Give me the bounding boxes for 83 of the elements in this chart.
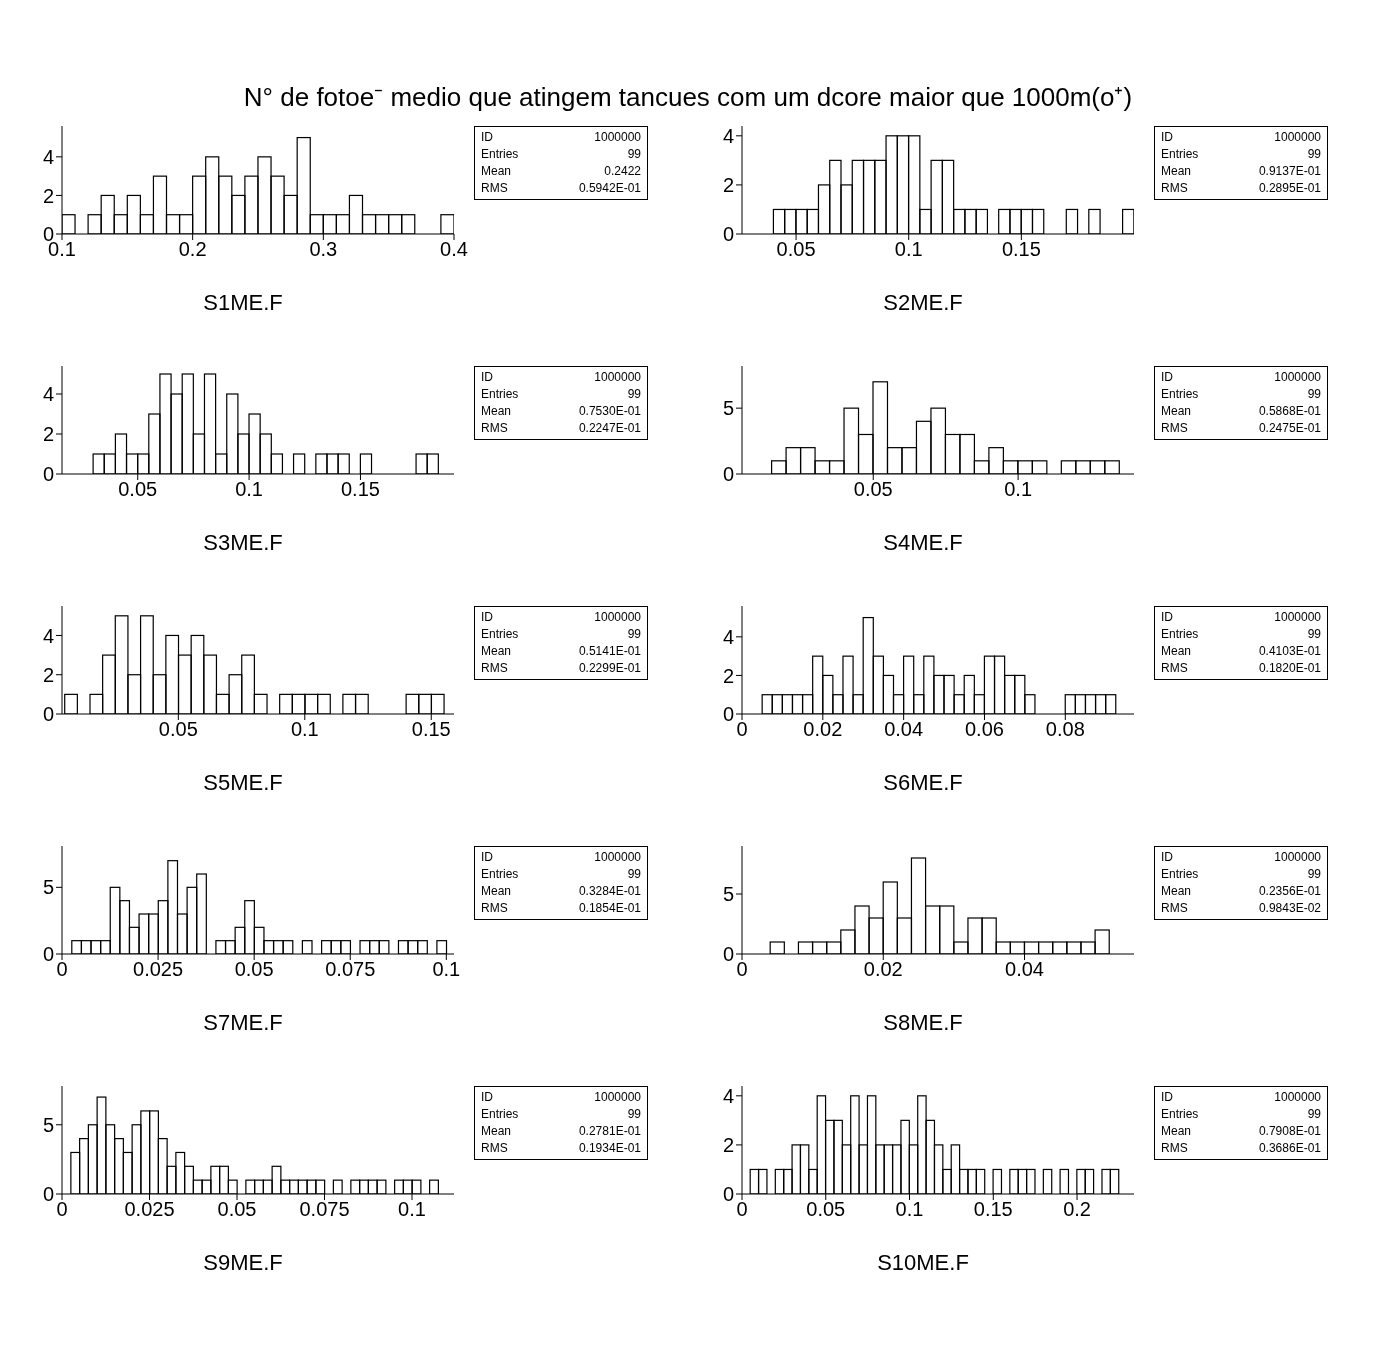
x-tick-label: 0.1: [398, 1198, 426, 1221]
y-tick-label: 0: [722, 1183, 734, 1206]
statistics-box: ID 1000000 Entries 99 Mean 0.2356E-01 RMS 0.9843E-02: [1154, 846, 1328, 920]
x-tick-label: 0: [736, 1198, 748, 1221]
statistics-box: ID 1000000 Entries 99 Mean 0.7908E-01 RMS 0.3686E-01: [1154, 1086, 1328, 1160]
x-axis-title: S4ME.F: [882, 530, 964, 556]
x-axis-title: S5ME.F: [202, 770, 284, 796]
x-tick-label: 0.4: [440, 238, 468, 261]
statistics-box: ID 1000000 Entries 99 Mean 0.5141E-01 RMS 0.2299E-01: [474, 606, 648, 680]
x-tick-label: 0.05: [217, 1198, 257, 1221]
y-tick-label: 4: [722, 625, 734, 648]
y-tick-label: 2: [722, 174, 734, 197]
x-tick-label: 0: [736, 958, 748, 981]
x-tick-label: 0.075: [325, 958, 376, 981]
x-axis-title: S1ME.F: [202, 290, 284, 316]
statistics-box: ID 1000000 Entries 99 Mean 0.7530E-01 RMS 0.2247E-01: [474, 366, 648, 440]
x-tick-label: 0: [736, 718, 748, 741]
y-tick-label: 0: [42, 463, 54, 486]
statistics-box: ID 1000000 Entries 99 Mean 0.4103E-01 RMS 0.1820E-01: [1154, 606, 1328, 680]
statistics-box: ID 1000000 Entries 99 Mean 0.2781E-01 RMS 0.1934E-01: [474, 1086, 648, 1160]
y-tick-label: 0: [722, 703, 734, 726]
y-tick-label: 2: [42, 184, 54, 207]
x-tick-label: 0.075: [299, 1198, 350, 1221]
y-tick-label: 5: [42, 1113, 54, 1136]
y-tick-label: 2: [42, 423, 54, 446]
x-axis-title: S6ME.F: [882, 770, 964, 796]
x-tick-label: 0.2: [1063, 1198, 1091, 1221]
x-tick-label: 0.1: [290, 718, 319, 741]
x-axis-title: S3ME.F: [202, 530, 284, 556]
y-tick-label: 4: [42, 145, 54, 168]
y-tick-label: 4: [42, 383, 54, 406]
x-tick-label: 0: [56, 1198, 68, 1221]
x-tick-label: 0.15: [340, 478, 380, 501]
y-tick-label: 4: [42, 624, 54, 647]
x-tick-label: 0.15: [1001, 238, 1041, 261]
x-tick-label: 0: [56, 958, 68, 981]
y-tick-label: 5: [722, 883, 734, 906]
x-tick-label: 0.05: [853, 478, 893, 501]
y-tick-label: 0: [722, 943, 734, 966]
x-tick-label: 0.2: [178, 238, 207, 261]
statistics-box: ID 1000000 Entries 99 Mean 0.9137E-01 RMS 0.2895E-01: [1154, 126, 1328, 200]
x-tick-label: 0.02: [863, 958, 903, 981]
x-tick-label: 0.025: [133, 958, 184, 981]
y-tick-label: 4: [722, 1084, 734, 1107]
y-tick-label: 2: [722, 664, 734, 687]
y-tick-label: 0: [722, 223, 734, 246]
y-tick-label: 2: [722, 1134, 734, 1157]
x-tick-label: 0.04: [1005, 958, 1044, 981]
y-tick-label: 2: [42, 663, 54, 686]
y-tick-label: 4: [722, 124, 734, 147]
x-tick-label: 0.1: [432, 958, 461, 981]
y-tick-label: 5: [722, 397, 734, 420]
x-tick-label: 0.05: [158, 718, 198, 741]
x-axis-title: S2ME.F: [882, 290, 964, 316]
x-axis-title: S9ME.F: [202, 1250, 284, 1276]
x-tick-label: 0.025: [124, 1198, 175, 1221]
statistics-box: ID 1000000 Entries 99 Mean 0.5868E-01 RMS 0.2475E-01: [1154, 366, 1328, 440]
x-tick-label: 0.08: [1045, 718, 1085, 741]
y-tick-label: 0: [42, 1183, 54, 1206]
x-tick-label: 0.05: [776, 238, 816, 261]
y-tick-label: 0: [42, 703, 54, 726]
statistics-box: ID 1000000 Entries 99 Mean 0.3284E-01 RMS 0.1854E-01: [474, 846, 648, 920]
y-tick-label: 5: [42, 876, 54, 899]
x-tick-label: 0.1: [895, 1198, 924, 1221]
x-tick-label: 0.1: [1004, 478, 1033, 501]
x-tick-label: 0.02: [803, 718, 843, 741]
y-tick-label: 0: [42, 943, 54, 966]
x-tick-label: 0.1: [894, 238, 923, 261]
x-tick-label: 0.05: [234, 958, 274, 981]
x-axis-title: S10ME.F: [876, 1250, 970, 1276]
x-tick-label: 0.04: [884, 718, 924, 741]
x-tick-label: 0.05: [118, 478, 158, 501]
statistics-box: ID 1000000 Entries 99 Mean 0.2422 RMS 0.5942E-01: [474, 126, 648, 200]
x-axis-title: S7ME.F: [202, 1010, 284, 1036]
x-axis-title: S8ME.F: [882, 1010, 964, 1036]
x-tick-label: 0.3: [309, 238, 338, 261]
x-tick-label: 0.15: [411, 718, 451, 741]
y-tick-label: 0: [722, 463, 734, 486]
x-tick-label: 0.15: [973, 1198, 1013, 1221]
x-tick-label: 0.05: [806, 1198, 846, 1221]
text: N° de fotoe⁻ medio que atingem tancues com um dcore maior que 1000m(o⁺): [242, 81, 1134, 114]
x-tick-label: 0.06: [965, 718, 1004, 741]
x-tick-label: 0.1: [235, 478, 263, 501]
